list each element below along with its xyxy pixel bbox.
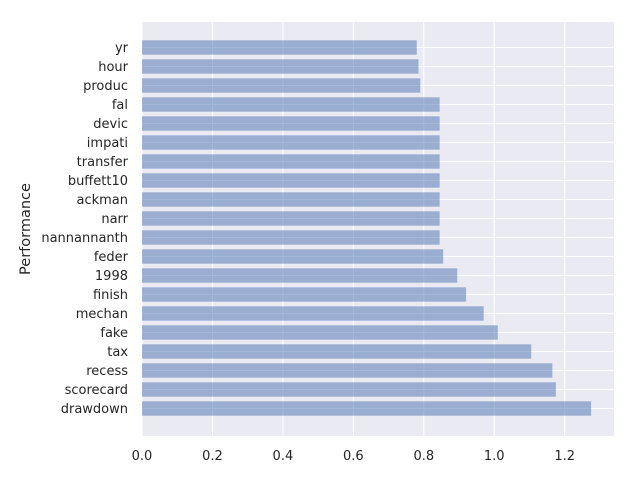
- bar-tax: [142, 344, 532, 359]
- y-tick-label: narr: [101, 212, 128, 227]
- bar-mechan: [142, 306, 484, 321]
- bar-narr: [142, 211, 440, 226]
- bar-recess: [142, 363, 553, 378]
- y-tick-label: produc: [83, 79, 128, 94]
- bar-1998: [142, 268, 458, 283]
- bar-impati: [142, 135, 440, 150]
- bar-finish: [142, 287, 467, 302]
- bar-fal: [142, 97, 440, 112]
- y-tick-label: impati: [87, 136, 128, 151]
- y-tick-labels: drawdown scorecard recess tax fake mechan fini…: [41, 41, 128, 417]
- y-tick-label: ackman: [76, 193, 128, 208]
- x-tick-label: 0.0: [132, 449, 153, 464]
- y-tick-label: recess: [86, 364, 128, 379]
- bar-transfer: [142, 154, 440, 169]
- bar-scorecard: [142, 382, 556, 397]
- x-tick-label: 0.4: [273, 449, 294, 464]
- bar-nannannanth: [142, 230, 440, 245]
- bar-hour: [142, 59, 419, 74]
- x-tick-label: 1.0: [484, 449, 505, 464]
- y-tick-label: transfer: [77, 155, 129, 170]
- y-tick-label: 1998: [95, 269, 128, 284]
- bar-drawdown: [142, 401, 592, 416]
- y-axis-label: Performance: [18, 183, 34, 275]
- x-tick-label: 1.2: [554, 449, 575, 464]
- y-tick-label: yr: [115, 41, 129, 56]
- x-tick-labels: 0.0 0.2 0.4 0.6 0.8 1.0 1.2: [132, 449, 575, 464]
- bar-devic: [142, 116, 440, 131]
- y-tick-label: mechan: [76, 307, 128, 322]
- y-tick-label: feder: [94, 250, 129, 265]
- bar-produc: [142, 78, 421, 93]
- bar-buffett10: [142, 173, 440, 188]
- y-tick-label: drawdown: [61, 402, 128, 417]
- y-tick-label: devic: [93, 117, 128, 132]
- y-tick-label: fal: [112, 98, 128, 113]
- bar-ackman: [142, 192, 440, 207]
- y-tick-label: nannannanth: [41, 231, 128, 246]
- y-tick-label: hour: [98, 60, 128, 75]
- bar-fake: [142, 325, 498, 340]
- y-tick-label: fake: [100, 326, 128, 341]
- bar-feder: [142, 249, 444, 264]
- y-tick-label: scorecard: [65, 383, 128, 398]
- y-tick-label: tax: [107, 345, 128, 360]
- bars: [142, 40, 592, 416]
- x-tick-label: 0.6: [343, 449, 364, 464]
- y-tick-label: finish: [93, 288, 128, 303]
- x-tick-label: 0.2: [202, 449, 223, 464]
- y-tick-label: buffett10: [68, 174, 128, 189]
- x-tick-label: 0.8: [413, 449, 434, 464]
- bar-yr: [142, 40, 417, 55]
